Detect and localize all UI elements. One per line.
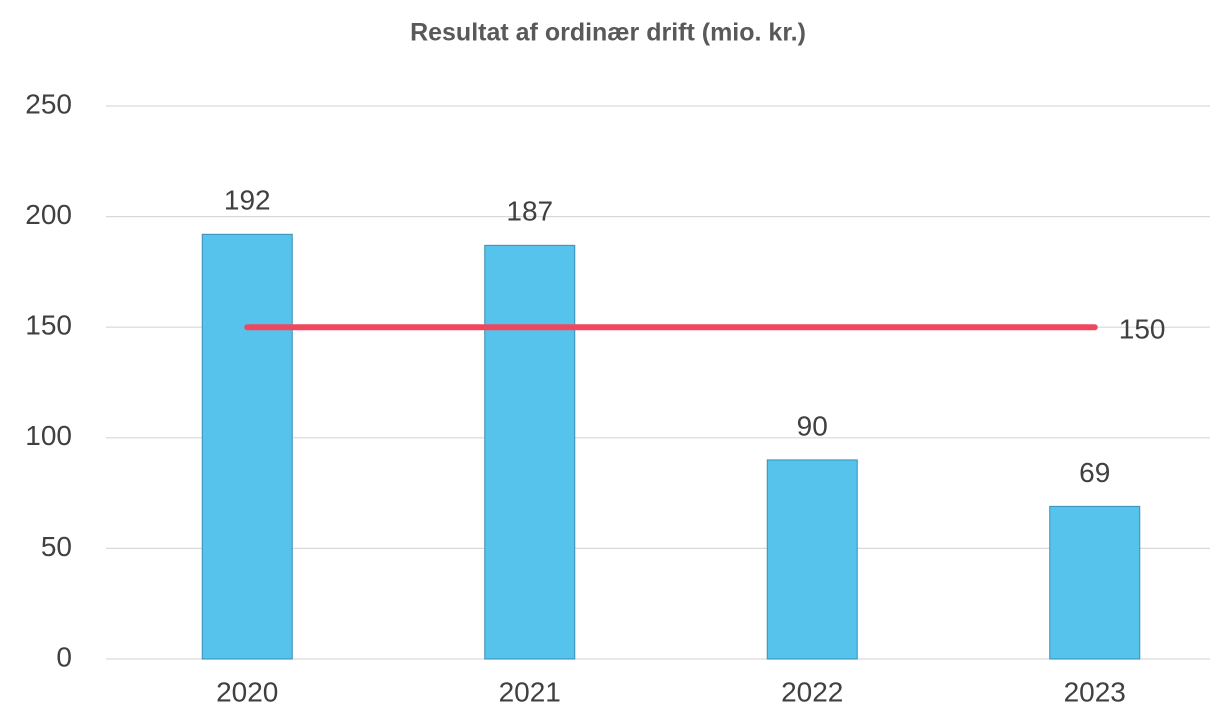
y-tick-label: 100: [25, 420, 72, 451]
y-tick-label: 200: [25, 199, 72, 230]
bar: [484, 244, 576, 660]
bar: [766, 459, 858, 660]
y-tick-label: 150: [25, 310, 72, 341]
chart-title: Resultat af ordinær drift (mio. kr.): [410, 19, 806, 47]
bar: [1049, 505, 1141, 660]
data-label: 192: [224, 185, 271, 216]
data-label: 90: [797, 410, 828, 441]
data-label: 69: [1079, 457, 1110, 488]
bar: [201, 233, 293, 660]
data-label: 187: [506, 196, 553, 227]
x-tick-label: 2022: [781, 676, 843, 707]
x-tick-label: 2023: [1064, 676, 1126, 707]
x-tick-label: 2021: [499, 676, 561, 707]
y-tick-label: 250: [25, 88, 72, 119]
x-tick-label: 2020: [216, 676, 278, 707]
y-tick-label: 0: [56, 641, 72, 672]
y-tick-label: 50: [41, 531, 72, 562]
data-label: 150: [1119, 314, 1166, 345]
